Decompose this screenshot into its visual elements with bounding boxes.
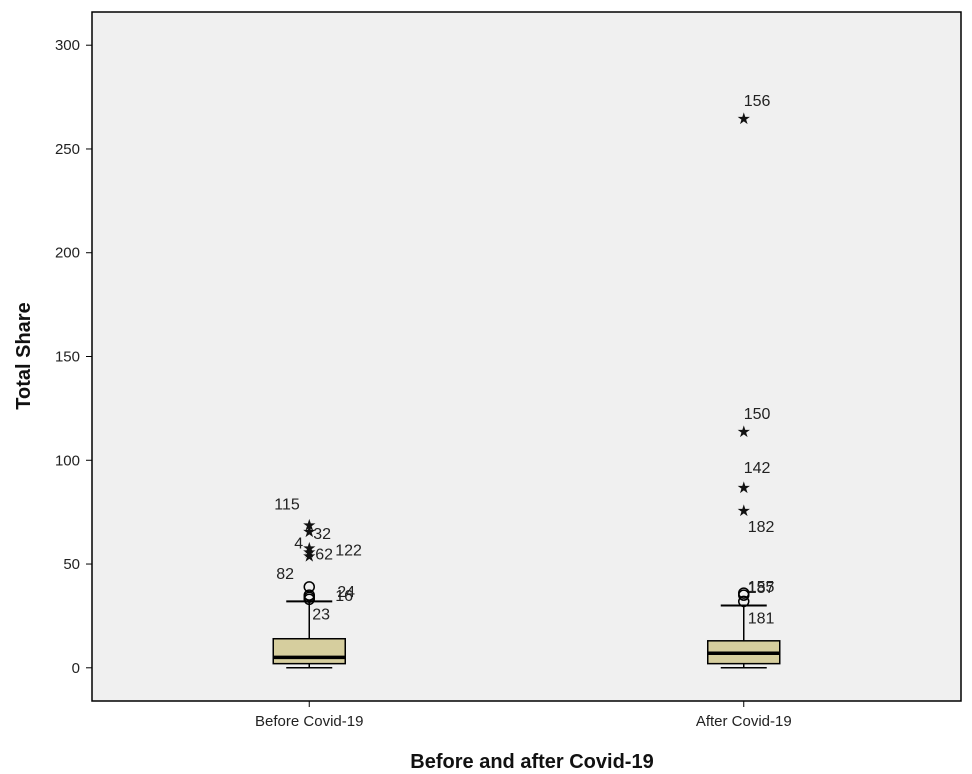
- y-tick-label: 250: [55, 141, 80, 158]
- x-tick-label: After Covid-19: [696, 713, 792, 730]
- outlier-circle: [738, 587, 750, 599]
- outlier-star: ★: [737, 422, 751, 441]
- y-tick-label: 50: [63, 556, 80, 573]
- y-tick-label: 300: [55, 37, 80, 54]
- outlier-star: ★: [737, 109, 751, 128]
- x-axis: Before Covid-19 After Covid-19: [255, 701, 792, 730]
- outlier-label: 23: [312, 606, 330, 623]
- iqr-box: [272, 637, 346, 665]
- outlier-star: ★: [737, 501, 751, 520]
- y-tick-label: 200: [55, 245, 80, 262]
- outlier-label: 24: [337, 584, 355, 601]
- outlier-label: 187: [748, 580, 775, 597]
- outlier-star: ★: [302, 543, 316, 562]
- outlier-circle: [303, 591, 315, 603]
- outlier-circle: [738, 595, 750, 608]
- outlier-label: 181: [748, 610, 775, 627]
- y-tick-label: 0: [72, 660, 80, 677]
- outlier-star: ★: [302, 516, 316, 535]
- outlier-star: ★: [302, 522, 316, 541]
- outlier-label: 4: [294, 535, 303, 552]
- outlier-star: ★: [302, 547, 316, 566]
- outlier-label: 182: [748, 519, 775, 536]
- outlier-label: 142: [744, 460, 771, 477]
- outlier-label: 150: [744, 406, 771, 423]
- outlier-label: 155: [748, 579, 775, 596]
- outlier-label: 32: [313, 526, 331, 543]
- y-axis-title: Total Share: [13, 302, 35, 409]
- y-tick-label: 150: [55, 349, 80, 366]
- y-axis: 0 50 100 150 200 250 300: [55, 37, 92, 677]
- plot-area: [91, 11, 962, 702]
- x-tick-label: Before Covid-19: [255, 713, 363, 730]
- outlier-star: ★: [302, 538, 316, 557]
- outlier-star: ★: [737, 478, 751, 497]
- outlier-label: 82: [276, 566, 294, 583]
- x-axis-title: Before and after Covid-19: [410, 751, 653, 773]
- outlier-label: 62: [315, 547, 333, 564]
- outlier-label: 122: [335, 543, 362, 560]
- outlier-label: 115: [274, 497, 300, 514]
- y-tick-label: 100: [55, 452, 80, 469]
- outlier-label: 156: [744, 93, 771, 110]
- outlier-label: 16: [335, 588, 353, 605]
